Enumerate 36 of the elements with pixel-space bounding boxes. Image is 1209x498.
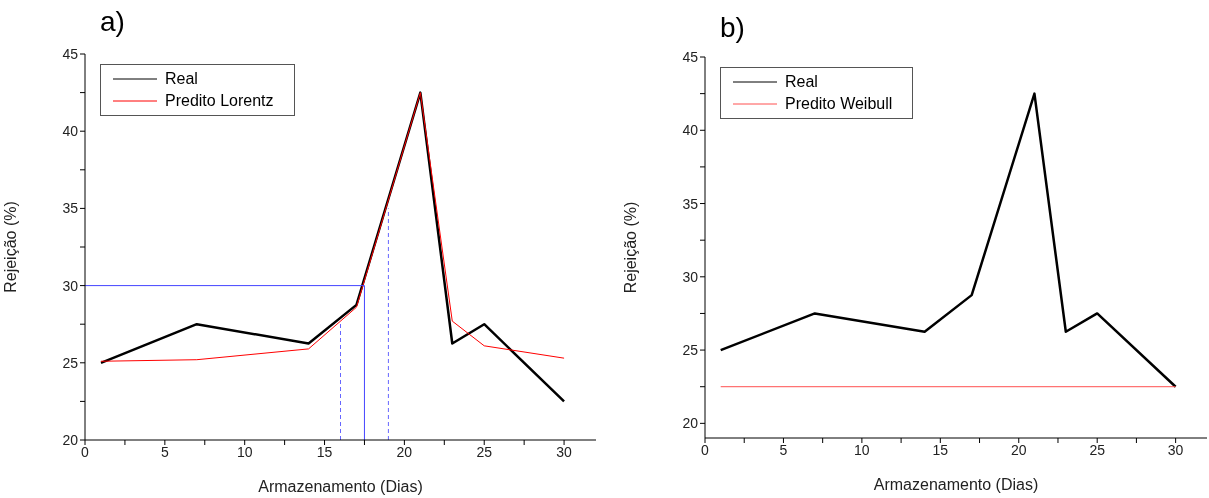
x-tick-label: 25 bbox=[1089, 441, 1106, 458]
x-tick-label: 15 bbox=[932, 441, 949, 458]
chart-title: a) bbox=[100, 6, 125, 38]
y-axis-title: Rejeição (%) bbox=[1, 201, 19, 293]
x-tick-label: 15 bbox=[316, 443, 333, 460]
y-tick-label: 25 bbox=[62, 354, 79, 371]
y-tick-label: 35 bbox=[62, 200, 79, 217]
y-tick-label: 35 bbox=[682, 195, 699, 212]
x-tick-label: 20 bbox=[1010, 441, 1027, 458]
y-tick-label: 30 bbox=[682, 268, 699, 285]
x-tick-label: 0 bbox=[701, 441, 710, 458]
x-tick-label: 20 bbox=[396, 443, 413, 460]
legend-label: Real bbox=[165, 70, 198, 88]
x-tick-label: 10 bbox=[854, 441, 870, 458]
y-tick-label: 40 bbox=[682, 122, 699, 139]
x-tick-label: 5 bbox=[160, 443, 169, 460]
chart-title: b) bbox=[720, 12, 745, 44]
y-tick-label: 45 bbox=[62, 45, 79, 62]
legend-label: Real bbox=[785, 73, 818, 91]
x-tick-label: 30 bbox=[556, 443, 573, 460]
line-series bbox=[719, 92, 1177, 388]
x-tick-label: 30 bbox=[1167, 441, 1184, 458]
y-axis-title: Rejeição (%) bbox=[621, 201, 639, 294]
x-axis-title: Armazenamento (Dias) bbox=[873, 476, 1039, 493]
x-tick-label: 0 bbox=[81, 443, 90, 460]
x-tick-label: 25 bbox=[476, 443, 493, 460]
x-axis-title: Armazenamento (Dias) bbox=[258, 478, 423, 495]
y-tick-label: 30 bbox=[62, 277, 79, 294]
legend-label: Predito Lorentz bbox=[165, 92, 274, 110]
y-tick-label: 40 bbox=[62, 123, 79, 140]
y-tick-label: 25 bbox=[682, 342, 699, 359]
legend-label: Predito Weibull bbox=[785, 95, 893, 113]
x-tick-label: 5 bbox=[779, 441, 788, 458]
x-tick-label: 10 bbox=[236, 443, 253, 460]
y-tick-label: 45 bbox=[682, 48, 699, 65]
y-tick-label: 20 bbox=[682, 415, 699, 432]
